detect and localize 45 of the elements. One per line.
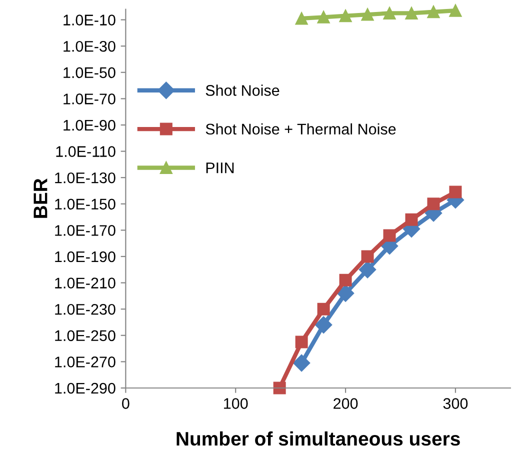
x-tick-label: 0 [122, 398, 130, 409]
x-tick-label: 200 [334, 398, 358, 409]
point [339, 274, 352, 286]
point [383, 229, 396, 242]
point [317, 302, 330, 316]
y-tick-label: 1.0E-50 [64, 67, 116, 78]
point [361, 250, 374, 263]
y-tick-label: 1.0E-150 [55, 198, 116, 210]
point [361, 8, 374, 21]
y-tick-label: 1.0E-190 [55, 251, 116, 262]
y-tick-label: 1.0E-290 [55, 382, 116, 394]
y-tick-label: 1.0E-10 [64, 14, 116, 26]
y-tick-label: 1.0E-210 [55, 278, 116, 288]
point [383, 6, 396, 20]
y-tick-label: 1.0E-270 [55, 356, 116, 368]
y-axis-title: BER [34, 178, 48, 218]
point [315, 316, 332, 334]
point [405, 6, 418, 20]
y-tick-label: 1.0E-90 [64, 120, 116, 131]
point [427, 6, 440, 18]
point [273, 382, 286, 394]
legend-label: PIIN [206, 162, 234, 174]
y-tick-label: 1.0E-110 [56, 146, 116, 157]
x-tick-label: 300 [443, 398, 468, 409]
point [317, 10, 330, 24]
point [449, 4, 462, 17]
legend-label: Shot Noise + Thermal Noise [206, 123, 396, 135]
point [339, 10, 352, 22]
point [293, 354, 310, 372]
point [295, 336, 308, 348]
x-axis-title: Number of simultaneous users [176, 431, 460, 446]
y-tick-label: 1.0E-70 [64, 94, 116, 104]
point [336, 284, 354, 302]
point [358, 261, 376, 278]
point [405, 213, 418, 226]
y-tick-label: 1.0E-130 [55, 172, 116, 184]
x-tick-label: 100 [224, 398, 248, 409]
point [295, 12, 308, 25]
y-tick-label: 1.0E-30 [64, 40, 116, 52]
y-tick-label: 1.0E-230 [55, 304, 116, 315]
y-tick-label: 1.0E-170 [55, 225, 116, 236]
point [449, 186, 462, 198]
legend-label: Shot Noise [206, 84, 280, 96]
y-tick-label: 1.0E-250 [55, 330, 116, 342]
point [427, 198, 440, 210]
